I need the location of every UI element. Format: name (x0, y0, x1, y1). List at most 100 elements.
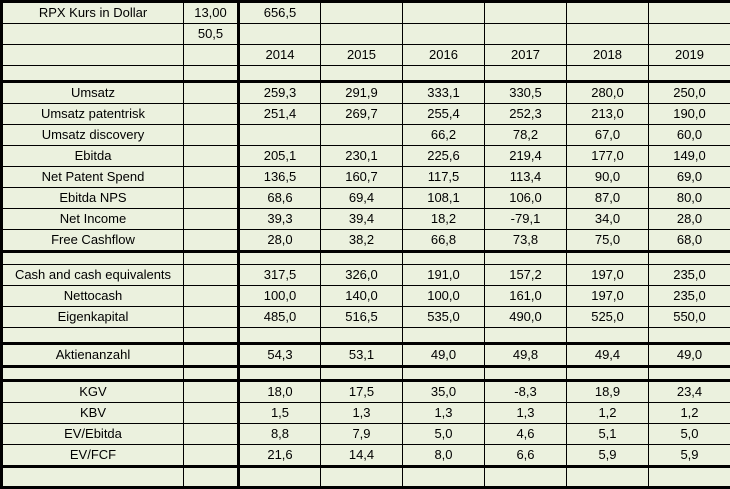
value-cell[interactable]: 60,0 (648, 124, 730, 146)
value-cell[interactable]: 317,5 (238, 264, 321, 286)
empty-cell[interactable] (183, 306, 240, 328)
empty-cell[interactable] (648, 365, 730, 382)
value-cell[interactable]: 191,0 (402, 264, 485, 286)
value-cell[interactable]: 34,0 (566, 208, 649, 230)
empty-cell[interactable] (1, 23, 184, 45)
value-cell[interactable]: 28,0 (238, 229, 321, 252)
row-label-cell[interactable]: Free Cashflow (1, 229, 184, 252)
value-cell[interactable]: 6,6 (484, 444, 567, 467)
cell-title[interactable]: RPX Kurs in Dollar (1, 1, 184, 24)
empty-cell[interactable] (183, 166, 240, 188)
empty-cell[interactable] (183, 124, 240, 146)
value-cell[interactable]: 68,0 (648, 229, 730, 252)
value-cell[interactable]: 157,2 (484, 264, 567, 286)
value-cell[interactable]: 5,1 (566, 423, 649, 445)
value-cell[interactable]: 73,8 (484, 229, 567, 252)
value-cell[interactable]: -8,3 (484, 380, 567, 403)
empty-cell[interactable] (484, 465, 567, 488)
value-cell[interactable]: 1,2 (566, 402, 649, 424)
value-cell[interactable]: 49,4 (566, 343, 649, 367)
empty-cell[interactable] (402, 327, 485, 345)
value-cell[interactable]: 252,3 (484, 103, 567, 125)
value-cell[interactable]: 160,7 (320, 166, 403, 188)
value-cell[interactable]: 117,5 (402, 166, 485, 188)
empty-cell[interactable] (1, 44, 184, 66)
value-cell[interactable]: 49,0 (402, 343, 485, 367)
row-label-cell[interactable]: KGV (1, 380, 184, 403)
cell-second-value[interactable]: 50,5 (183, 23, 240, 45)
empty-cell[interactable] (238, 465, 321, 488)
empty-cell[interactable] (648, 250, 730, 265)
empty-cell[interactable] (183, 343, 240, 367)
value-cell[interactable]: 490,0 (484, 306, 567, 328)
value-cell[interactable]: 66,8 (402, 229, 485, 252)
empty-cell[interactable] (183, 444, 240, 467)
value-cell[interactable]: 225,6 (402, 145, 485, 167)
empty-cell[interactable] (183, 250, 240, 265)
row-label-cell[interactable]: EV/Ebitda (1, 423, 184, 445)
value-cell[interactable]: 550,0 (648, 306, 730, 328)
empty-cell[interactable] (183, 264, 240, 286)
empty-cell[interactable] (484, 250, 567, 265)
empty-cell[interactable] (402, 1, 485, 24)
empty-cell[interactable] (320, 1, 403, 24)
value-cell[interactable]: 1,3 (484, 402, 567, 424)
empty-cell[interactable] (320, 23, 403, 45)
empty-cell[interactable] (402, 465, 485, 488)
value-cell[interactable]: 90,0 (566, 166, 649, 188)
value-cell[interactable]: -79,1 (484, 208, 567, 230)
empty-cell[interactable] (1, 327, 184, 345)
value-cell[interactable]: 5,9 (566, 444, 649, 467)
cell-big-value[interactable]: 656,5 (238, 1, 321, 24)
value-cell[interactable]: 535,0 (402, 306, 485, 328)
empty-cell[interactable] (183, 103, 240, 125)
empty-cell[interactable] (238, 23, 321, 45)
year-cell[interactable]: 2016 (402, 44, 485, 66)
year-cell[interactable]: 2018 (566, 44, 649, 66)
value-cell[interactable]: 333,1 (402, 81, 485, 104)
empty-cell[interactable] (566, 65, 649, 83)
empty-cell[interactable] (566, 365, 649, 382)
value-cell[interactable]: 259,3 (238, 81, 321, 104)
empty-cell[interactable] (238, 250, 321, 265)
empty-cell[interactable] (320, 327, 403, 345)
empty-cell[interactable] (238, 327, 321, 345)
empty-cell[interactable] (402, 365, 485, 382)
empty-cell[interactable] (566, 327, 649, 345)
empty-cell[interactable] (183, 81, 240, 104)
row-label-cell[interactable]: Nettocash (1, 285, 184, 307)
value-cell[interactable]: 14,4 (320, 444, 403, 467)
value-cell[interactable]: 485,0 (238, 306, 321, 328)
empty-cell[interactable] (183, 285, 240, 307)
value-cell[interactable]: 23,4 (648, 380, 730, 403)
value-cell[interactable]: 219,4 (484, 145, 567, 167)
empty-cell[interactable] (648, 465, 730, 488)
empty-cell[interactable] (183, 44, 240, 66)
empty-cell[interactable] (183, 327, 240, 345)
value-cell[interactable]: 100,0 (238, 285, 321, 307)
value-cell[interactable]: 5,9 (648, 444, 730, 467)
year-cell[interactable]: 2014 (238, 44, 321, 66)
value-cell[interactable]: 17,5 (320, 380, 403, 403)
value-cell[interactable]: 68,6 (238, 187, 321, 209)
empty-cell[interactable] (484, 327, 567, 345)
row-label-cell[interactable]: Net Patent Spend (1, 166, 184, 188)
empty-cell[interactable] (183, 402, 240, 424)
value-cell[interactable]: 525,0 (566, 306, 649, 328)
value-cell[interactable]: 53,1 (320, 343, 403, 367)
value-cell[interactable]: 516,5 (320, 306, 403, 328)
value-cell[interactable]: 18,0 (238, 380, 321, 403)
cell-price[interactable]: 13,00 (183, 1, 240, 24)
empty-cell[interactable] (484, 65, 567, 83)
empty-cell[interactable] (183, 187, 240, 209)
value-cell[interactable]: 69,0 (648, 166, 730, 188)
row-label-cell[interactable]: Aktienanzahl (1, 343, 184, 367)
value-cell[interactable]: 230,1 (320, 145, 403, 167)
value-cell[interactable]: 269,7 (320, 103, 403, 125)
empty-cell[interactable] (402, 23, 485, 45)
value-cell[interactable]: 21,6 (238, 444, 321, 467)
empty-cell[interactable] (320, 250, 403, 265)
value-cell[interactable]: 1,5 (238, 402, 321, 424)
value-cell[interactable]: 113,4 (484, 166, 567, 188)
value-cell[interactable]: 35,0 (402, 380, 485, 403)
